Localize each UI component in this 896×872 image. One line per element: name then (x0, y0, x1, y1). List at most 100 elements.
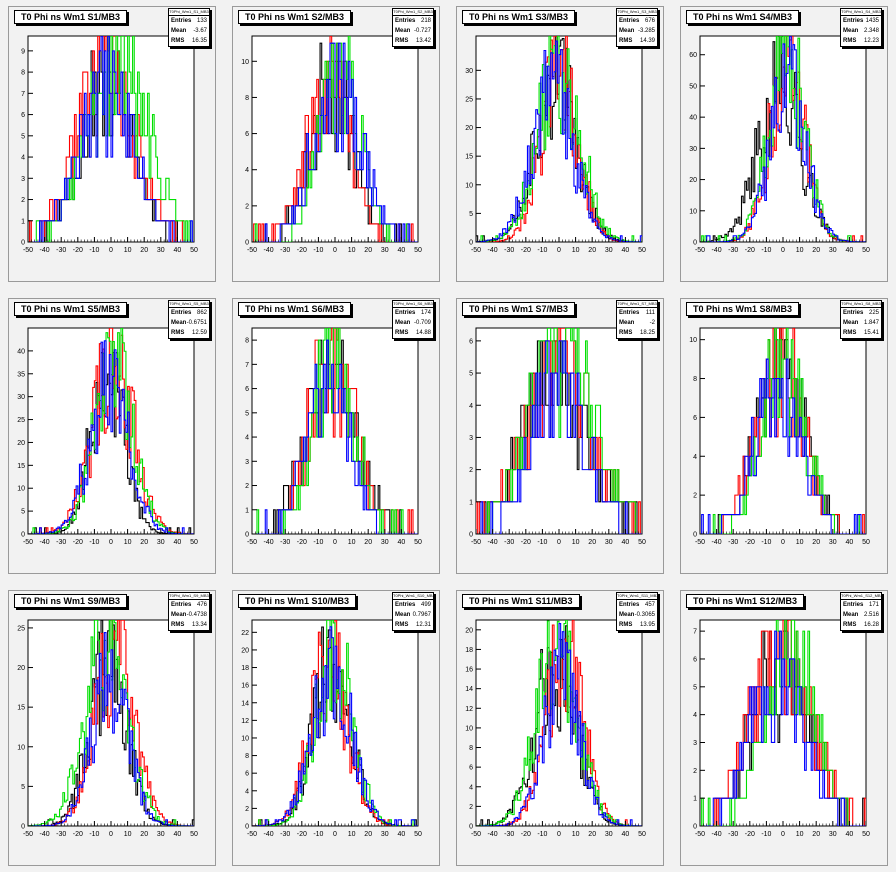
y-tick-label: 7 (693, 629, 697, 636)
histogram-pad: -50 -40 -30 -20 -10 0 10 20 30 40 50 0 1 2 3 4 5 6 7 8 T0 Ph… (232, 298, 440, 574)
y-tick-label: 3 (693, 740, 697, 747)
x-tick-label: 30 (157, 539, 165, 546)
stats-rms-label: RMS (395, 622, 409, 628)
x-tick-label: -10 (537, 831, 547, 838)
x-tick-label: -20 (73, 539, 83, 546)
stats-rms-value: 13.34 (191, 622, 207, 628)
y-tick-label: 18 (241, 665, 249, 672)
x-tick-label: 20 (588, 247, 596, 254)
stats-title: T0Phi_Wm1_S6_MB3 (393, 301, 433, 308)
stats-entries-label: Entries (619, 18, 640, 24)
y-tick-label: 20 (465, 125, 473, 132)
y-tick-label: 20 (465, 627, 473, 634)
stats-rms-label: RMS (395, 330, 409, 336)
x-tick-label: -10 (537, 539, 547, 546)
x-tick-label: -50 (695, 247, 705, 254)
y-tick-label: 10 (465, 182, 473, 189)
stats-mean-value: 0.7967 (412, 612, 431, 618)
y-tick-label: 2 (693, 493, 697, 500)
x-tick-label: 30 (605, 539, 613, 546)
stats-entries-row: Entries 457 (619, 600, 655, 610)
x-tick-label: 40 (622, 247, 630, 254)
stats-entries-label: Entries (395, 602, 416, 608)
stats-entries-label: Entries (843, 18, 864, 24)
x-tick-label: 40 (174, 247, 182, 254)
histogram-pad: -50 -40 -30 -20 -10 0 10 20 30 40 50 0 5 10 15 20 25 30 T0… (456, 6, 664, 282)
stats-title: T0Phi_Wm1_S4_MB3 (841, 9, 881, 16)
x-tick-label: -20 (745, 539, 755, 546)
stats-entries-value: 133 (196, 18, 207, 24)
x-tick-label: 30 (829, 539, 837, 546)
y-tick-label: 0 (21, 824, 25, 831)
stats-entries-label: Entries (395, 310, 416, 316)
stats-box: T0Phi_Wm1_S6_MB3 Entries 174 Mean -0.709 RMS 1… (392, 300, 434, 339)
x-tick-label: -10 (313, 247, 323, 254)
stats-box: T0Phi_Wm1_S10_MB3 Entries 499 Mean 0.7967 RMS… (392, 592, 434, 631)
x-tick-label: 40 (174, 831, 182, 838)
x-tick-label: 20 (812, 539, 820, 546)
x-tick-label: 40 (846, 247, 854, 254)
histogram-title: T0 Phi ns Wm1 S12/MB3 (686, 594, 805, 608)
histogram-plot: -50 -40 -30 -20 -10 0 10 20 30 40 50 0 5 10 15 20 25 (8, 590, 216, 866)
y-tick-label: 20 (241, 647, 249, 654)
x-tick-label: 50 (414, 831, 422, 838)
stats-entries-row: Entries 1435 (843, 16, 879, 26)
stats-title: T0Phi_Wm1_S9_MB3 (169, 593, 209, 600)
stats-mean-label: Mean (619, 28, 635, 34)
x-tick-label: 30 (381, 247, 389, 254)
y-tick-label: 4 (245, 435, 249, 442)
x-tick-label: 0 (781, 831, 785, 838)
histogram-pad: -50 -40 -30 -20 -10 0 10 20 30 40 50 0 2 4 6 8 10 T0 Phi … (680, 298, 888, 574)
stats-title: T0Phi_Wm1_S3_MB3 (617, 9, 657, 16)
histogram-series-line (476, 623, 642, 826)
x-tick-label: 0 (109, 831, 113, 838)
x-tick-label: -50 (247, 247, 257, 254)
stats-rms-row: RMS 16.28 (843, 620, 879, 630)
y-tick-label: 8 (245, 95, 249, 102)
stats-rms-value: 13.95 (639, 622, 655, 628)
histogram-title: T0 Phi ns Wm1 S11/MB3 (462, 594, 580, 608)
histogram-plot: -50 -40 -30 -20 -10 0 10 20 30 40 50 0 1 2 3 4 5 6 (456, 298, 664, 574)
y-tick-label: 0 (693, 532, 697, 539)
x-tick-label: 10 (124, 539, 132, 546)
x-tick-label: 10 (124, 831, 132, 838)
x-tick-label: -30 (56, 831, 66, 838)
stats-rms-label: RMS (171, 622, 185, 628)
stats-title: T0Phi_Wm1_S2_MB3 (393, 9, 433, 16)
x-tick-label: -30 (56, 539, 66, 546)
stats-mean-row: Mean -2 (619, 318, 655, 328)
y-tick-label: 1 (693, 796, 697, 803)
x-tick-label: 40 (174, 539, 182, 546)
histogram-series-line (252, 339, 418, 534)
stats-mean-value: -0.727 (413, 28, 431, 34)
stats-rms-value: 18.25 (639, 330, 655, 336)
stats-entries-value: 676 (644, 18, 655, 24)
x-tick-label: 0 (781, 247, 785, 254)
stats-mean-label: Mean (171, 320, 187, 326)
x-tick-label: -50 (471, 247, 481, 254)
x-tick-label: 50 (862, 247, 870, 254)
x-tick-label: -50 (471, 539, 481, 546)
stats-box: T0Phi_Wm1_S7_MB3 Entries 111 Mean -2 RMS 18.25 (616, 300, 658, 339)
x-tick-label: 50 (190, 831, 198, 838)
stats-entries-row: Entries 225 (843, 308, 879, 318)
x-tick-label: -10 (761, 247, 771, 254)
y-tick-label: 20 (17, 440, 25, 447)
histogram-series-line (700, 630, 866, 826)
y-tick-label: 6 (469, 338, 473, 345)
x-tick-label: 30 (157, 247, 165, 254)
stats-mean-label: Mean (843, 320, 859, 326)
y-tick-label: 0 (693, 824, 697, 831)
stats-mean-label: Mean (171, 28, 187, 34)
stats-title: T0Phi_Wm1_S1_MB3 (169, 9, 209, 16)
y-tick-label: 18 (465, 647, 473, 654)
stats-box: T0Phi_Wm1_S3_MB3 Entries 676 Mean -3.285 RMS 1… (616, 8, 658, 47)
y-tick-label: 8 (469, 745, 473, 752)
x-tick-label: 0 (333, 539, 337, 546)
y-tick-label: 10 (241, 735, 249, 742)
y-tick-label: 4 (245, 788, 249, 795)
y-tick-label: 4 (469, 784, 473, 791)
stats-rms-value: 13.42 (415, 38, 431, 44)
histogram-plot: -50 -40 -30 -20 -10 0 10 20 30 40 50 0 2 4 6 8 10 (232, 6, 440, 282)
y-tick-label: 12 (241, 718, 249, 725)
